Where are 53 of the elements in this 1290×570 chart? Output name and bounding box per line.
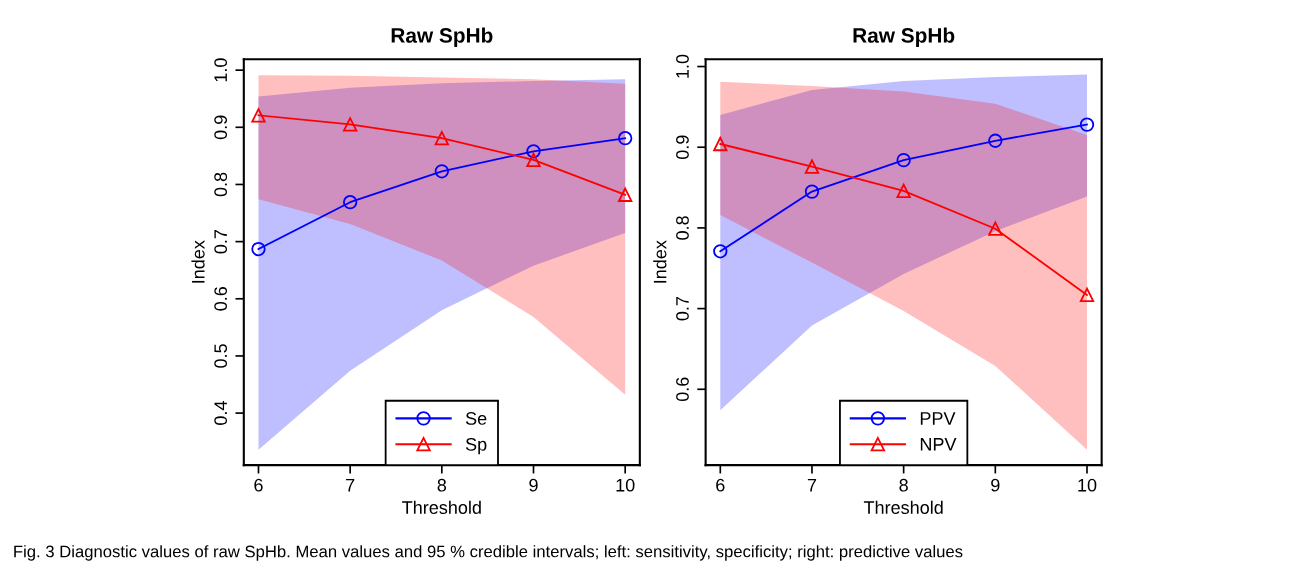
point bbox=[1079, 117, 1095, 132]
y-tick-label: 0.6 bbox=[676, 377, 689, 402]
x-tick-label: 10 bbox=[1078, 478, 1097, 492]
point bbox=[804, 159, 820, 174]
x-tick-label: 9 bbox=[529, 478, 538, 492]
y-tick-label: 0.7 bbox=[676, 296, 689, 321]
x-tick-label: 6 bbox=[254, 478, 263, 492]
y-tick-label: 0.4 bbox=[214, 401, 228, 425]
y-tick-label: 0.8 bbox=[676, 216, 689, 240]
x-tick-label: 7 bbox=[807, 478, 817, 492]
point bbox=[526, 152, 541, 168]
point bbox=[618, 131, 633, 146]
point bbox=[713, 136, 728, 152]
x-axis-title: Threshold bbox=[863, 500, 943, 514]
x-tick-label: 9 bbox=[991, 478, 1000, 492]
point bbox=[988, 133, 1003, 148]
point bbox=[251, 108, 266, 123]
point bbox=[251, 241, 266, 257]
x-tick-label: 6 bbox=[716, 478, 725, 492]
x-tick-label: 7 bbox=[346, 478, 355, 492]
point bbox=[434, 164, 449, 179]
x-tick-label: 8 bbox=[437, 478, 447, 492]
y-tick-label: 0.8 bbox=[214, 172, 228, 197]
point bbox=[526, 144, 541, 159]
x-axis-title: Threshold bbox=[402, 500, 481, 514]
point bbox=[988, 221, 1003, 236]
x-tick-label: 10 bbox=[616, 478, 635, 492]
point bbox=[713, 244, 728, 259]
caption: Fig. 3 Diagnostic values of raw SpHb. Mean values and 95 % credible intervals; left: sensitivity, specificity; right: predictive values bbox=[14, 545, 963, 561]
point bbox=[434, 131, 449, 146]
chart-title: Raw SpHb bbox=[391, 27, 493, 47]
y-tick-label: 0.9 bbox=[676, 135, 689, 160]
point bbox=[618, 187, 633, 202]
legend-label: Sp bbox=[465, 437, 487, 455]
x-tick-label: 8 bbox=[899, 478, 908, 492]
point bbox=[896, 183, 911, 198]
y-tick-label: 0.7 bbox=[214, 229, 228, 254]
point bbox=[896, 152, 911, 168]
y-axis-title: Index bbox=[653, 240, 667, 283]
y-axis-title: Index bbox=[191, 240, 205, 283]
point bbox=[342, 117, 358, 132]
y-tick-label: 1.0 bbox=[214, 58, 228, 82]
y-tick-label: 0.9 bbox=[214, 115, 228, 140]
legend-label: Se bbox=[465, 412, 487, 425]
y-tick-label: 0.5 bbox=[214, 344, 228, 368]
point bbox=[1079, 287, 1095, 303]
y-tick-label: 1.0 bbox=[676, 54, 689, 78]
legend-label: NPV bbox=[920, 438, 957, 451]
legend-label: PPV bbox=[920, 412, 956, 425]
chart-title: Raw SpHb bbox=[853, 27, 955, 47]
point bbox=[804, 184, 820, 199]
point bbox=[342, 195, 358, 210]
y-tick-label: 0.6 bbox=[214, 287, 228, 311]
